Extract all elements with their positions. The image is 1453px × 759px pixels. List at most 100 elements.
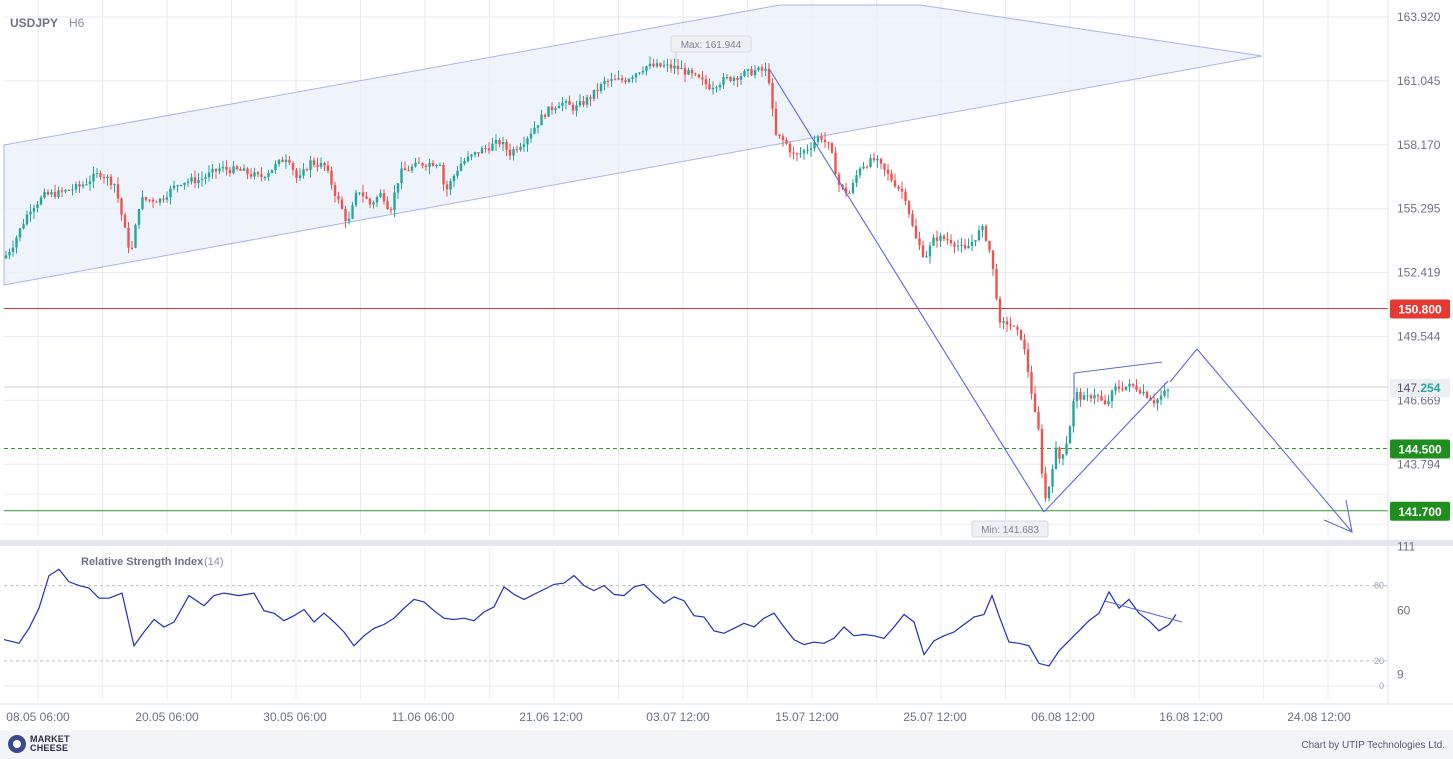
candle-body: [1166, 389, 1170, 391]
price-level-value: 150.800: [1398, 303, 1442, 317]
candle-body: [39, 197, 43, 205]
candle-body: [662, 65, 666, 67]
candle-body: [393, 192, 396, 211]
candle-body: [235, 166, 239, 170]
candle-body: [165, 197, 169, 200]
candle-body: [921, 245, 925, 258]
price-tick-label: 163.920: [1397, 10, 1441, 24]
rsi-axis: 111 60 9: [1397, 540, 1416, 682]
candle-body: [701, 77, 704, 80]
candle-body: [939, 235, 942, 241]
candle-body: [603, 80, 606, 85]
candle-body: [204, 177, 207, 179]
candle-body: [487, 148, 491, 151]
candle-body: [421, 163, 424, 166]
pane-separator[interactable]: [0, 540, 1453, 546]
candle-body: [1159, 395, 1163, 400]
candle-body: [1114, 386, 1117, 391]
candle-body: [298, 175, 302, 178]
candle-body: [743, 70, 746, 77]
candle-body: [1082, 395, 1086, 400]
candle-body: [505, 142, 508, 150]
candle-body: [592, 89, 596, 99]
candle-body: [361, 192, 365, 197]
candle-body: [862, 166, 865, 169]
candle-body: [15, 237, 18, 248]
candle-body: [365, 196, 368, 199]
candle-body: [858, 168, 862, 176]
candle-body: [428, 162, 431, 167]
candle-body: [1012, 325, 1016, 327]
candle-body: [599, 84, 603, 92]
candle-body: [638, 72, 641, 74]
candle-body: [354, 192, 358, 206]
candle-body: [501, 142, 505, 145]
candle-body: [855, 175, 858, 183]
candle-body: [680, 67, 683, 70]
candle-body: [886, 169, 890, 174]
candle-body: [445, 184, 449, 190]
candle-body: [106, 176, 109, 179]
candle-body: [351, 205, 354, 219]
candle-body: [375, 197, 379, 203]
candle-body: [704, 79, 708, 85]
candle-body: [190, 177, 193, 182]
pattern-drawings[interactable]: [769, 69, 1353, 533]
candle-body: [1033, 393, 1037, 412]
candle-body: [844, 187, 848, 193]
price-level-value: 141.700: [1398, 505, 1442, 519]
candle-body: [925, 256, 928, 258]
candle-body: [995, 268, 998, 299]
candle-body: [109, 176, 113, 185]
candle-body: [1051, 469, 1054, 487]
channel-drawing[interactable]: [3, 4, 1263, 286]
candle-body: [893, 180, 897, 187]
candle-body: [596, 89, 599, 92]
candle-body: [711, 87, 715, 90]
chart-canvas[interactable]: Max: 161.944 Min: 141.683 USDJPY H6 163.…: [0, 0, 1453, 730]
candle-body: [571, 104, 575, 111]
candle-body: [1107, 401, 1110, 405]
candle-body: [239, 169, 242, 171]
rsi-tick-label: 111: [1397, 540, 1416, 554]
candle-body: [347, 218, 351, 221]
candle-body: [669, 64, 673, 69]
candle-body: [78, 184, 81, 187]
candle-body: [869, 158, 872, 167]
price-tick-label: 155.295: [1397, 202, 1441, 216]
time-tick-label: 11.06 06:00: [392, 710, 455, 724]
candle-body: [876, 158, 879, 161]
candle-body: [750, 69, 753, 76]
candle-body: [823, 139, 827, 143]
candle-body: [92, 173, 95, 182]
candle-body: [494, 140, 498, 144]
candle-body: [834, 152, 837, 175]
candle-body: [22, 224, 25, 229]
candle-body: [193, 177, 197, 184]
timeframe-label[interactable]: H6: [69, 16, 85, 30]
level-tags: 150.800 144.500 141.700: [1390, 299, 1450, 521]
candle-body: [806, 149, 809, 151]
rsi-divergence-line[interactable]: [1104, 600, 1183, 623]
candle-body: [974, 240, 977, 242]
forecast-arrow-head: [1323, 499, 1353, 533]
candle-body: [162, 198, 165, 200]
candle-body: [242, 168, 246, 171]
rsi-level-label: 80: [1374, 581, 1384, 591]
brand-logo[interactable]: MARKET CHEESE: [8, 735, 86, 753]
time-tick-label: 03.07 12:00: [646, 710, 710, 724]
candle-body: [246, 168, 249, 175]
candle-body: [1163, 390, 1166, 396]
time-tick-label: 08.05 06:00: [6, 710, 70, 724]
min-label: Min: 141.683: [971, 520, 1049, 538]
candle-body: [1128, 383, 1131, 387]
candle-body: [764, 68, 767, 71]
candle-body: [533, 127, 536, 134]
current-price-value: 147.254: [1397, 381, 1441, 395]
candle-body: [337, 195, 340, 200]
candle-body: [708, 84, 711, 90]
candle-body: [526, 138, 529, 145]
candle-body: [697, 74, 701, 78]
candle-body: [1152, 400, 1156, 404]
candle-body: [673, 65, 676, 69]
